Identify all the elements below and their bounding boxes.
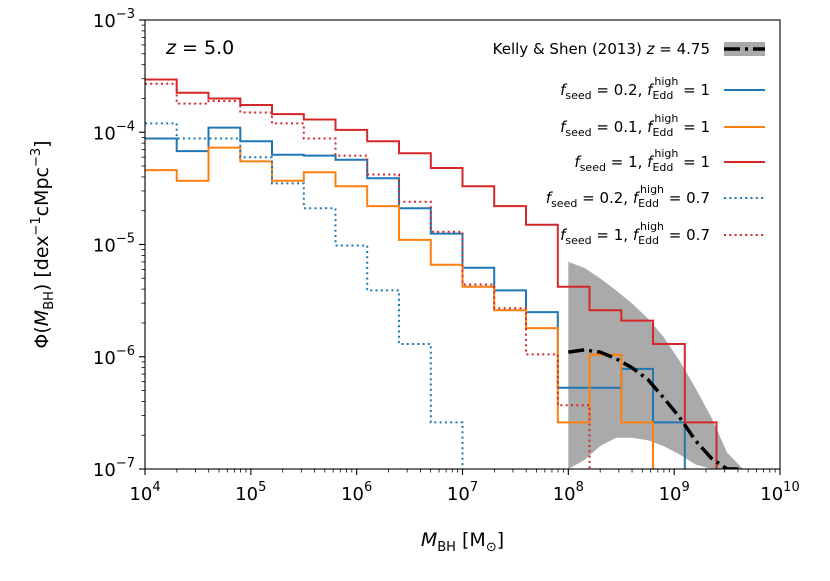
legend-label: fseed = 0.2, fEddhigh = 0.7 <box>546 183 710 210</box>
kelly-shen-uncertainty-band <box>568 261 743 469</box>
x-tick-base: 10 <box>235 484 258 505</box>
redshift-annotation: z = 5.0 <box>165 37 234 59</box>
x-tick-base: 10 <box>341 484 364 505</box>
x-tick-label: 1010 <box>760 480 799 505</box>
axes: 104 105 106 107 108 109 101010−710−610−510−410… <box>29 7 800 555</box>
x-tick-base: 10 <box>553 484 576 505</box>
legend: Kelly & Shen (2013) z = 4.75 fseed = 0.2,… <box>493 40 765 247</box>
histogram-series-5 <box>145 82 591 469</box>
x-tick-label: 106 <box>341 480 372 505</box>
x-tick-exponent: 8 <box>576 480 584 495</box>
x-tick-label: 105 <box>235 480 266 505</box>
y-tick-base: 10 <box>93 460 116 481</box>
x-tick-base: 10 <box>129 484 152 505</box>
x-tick-base: 10 <box>659 484 682 505</box>
plot-area <box>145 78 743 469</box>
kelly-shen-median-line <box>568 348 743 469</box>
x-tick-exponent: 6 <box>364 480 372 495</box>
legend-label: fseed = 1, fEddhigh = 1 <box>574 147 710 174</box>
y-tick-base: 10 <box>93 348 116 369</box>
histogram-series-3 <box>145 78 718 469</box>
x-tick-exponent: 10 <box>783 480 800 495</box>
x-tick-exponent: 5 <box>258 480 266 495</box>
x-tick-base: 10 <box>760 484 783 505</box>
y-tick-label: 10−4 <box>93 119 135 144</box>
y-tick-label: 10−6 <box>93 344 135 369</box>
y-tick-base: 10 <box>93 11 116 32</box>
y-tick-label: 10−5 <box>93 232 135 257</box>
y-tick-label: 10−3 <box>93 7 135 32</box>
x-axis-label: MBH [M⊙] <box>421 529 504 555</box>
y-tick-base: 10 <box>93 123 116 144</box>
x-tick-base: 10 <box>447 484 470 505</box>
y-tick-exponent: −6 <box>116 344 135 359</box>
legend-handle-band <box>724 42 765 56</box>
x-tick-exponent: 9 <box>681 480 689 495</box>
y-tick-label: 10−7 <box>93 456 135 481</box>
y-tick-exponent: −7 <box>116 456 135 471</box>
x-tick-label: 109 <box>659 480 690 505</box>
data-layer <box>145 78 743 469</box>
legend-label: fseed = 1, fEddhigh = 0.7 <box>560 220 710 247</box>
legend-label: fseed = 0.2, fEddhigh = 1 <box>560 75 710 102</box>
x-tick-exponent: 4 <box>152 480 160 495</box>
histogram-series-2 <box>145 146 654 469</box>
x-tick-label: 107 <box>447 480 478 505</box>
legend-label: Kelly & Shen (2013) z = 4.75 <box>493 40 710 58</box>
y-tick-exponent: −3 <box>116 7 135 22</box>
y-axis-label: Φ(MBH) [dex−1cMpc−3] <box>29 140 57 348</box>
x-tick-exponent: 7 <box>470 480 478 495</box>
legend-label: fseed = 0.1, fEddhigh = 1 <box>560 112 710 139</box>
x-tick-label: 104 <box>129 480 160 505</box>
y-tick-exponent: −4 <box>116 119 135 134</box>
y-tick-base: 10 <box>93 236 116 257</box>
histogram-series-1 <box>145 126 686 469</box>
y-tick-exponent: −5 <box>116 232 135 247</box>
x-tick-label: 108 <box>553 480 584 505</box>
